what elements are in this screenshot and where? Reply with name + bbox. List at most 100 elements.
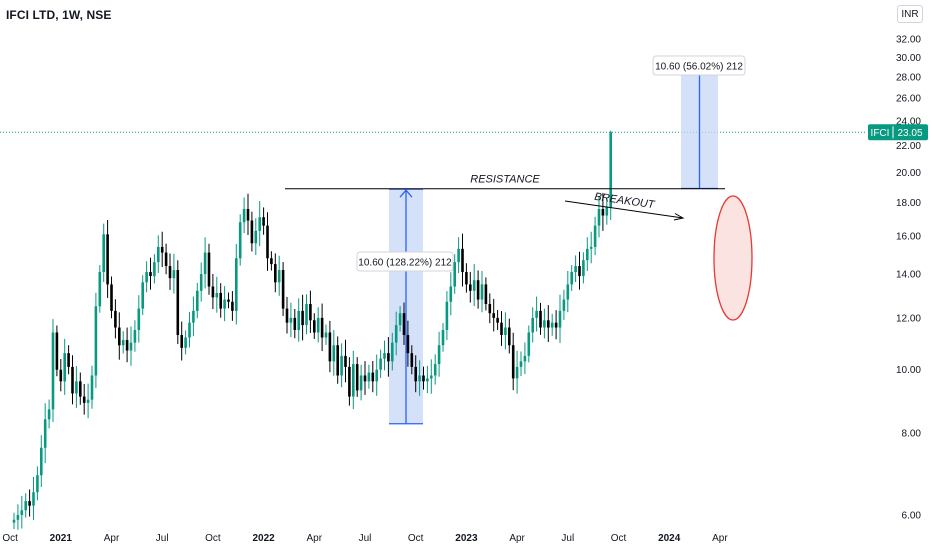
candle-body <box>238 222 242 259</box>
candle <box>164 243 168 275</box>
candle <box>582 252 585 284</box>
candle-body <box>32 492 35 506</box>
candle-body <box>227 299 230 302</box>
candle-body <box>16 515 20 520</box>
candle-body <box>371 372 375 382</box>
candle-body <box>36 475 39 493</box>
candle-body <box>203 252 207 275</box>
x-tick-label: Apr <box>307 533 323 544</box>
candle-body <box>332 345 336 362</box>
candle-body <box>110 284 113 311</box>
measure-range-1-label-bg <box>356 251 454 272</box>
price-tag-symbol: IFCI <box>871 128 890 139</box>
candle <box>47 399 51 429</box>
candle-body <box>313 320 316 333</box>
candle-body <box>153 262 156 277</box>
candle-body <box>164 252 168 267</box>
candle-body <box>309 304 312 321</box>
candle <box>207 243 211 295</box>
candle-body <box>324 332 328 338</box>
candle <box>137 295 141 343</box>
candle-body <box>207 252 211 287</box>
x-tick-label: 2022 <box>252 533 275 544</box>
candle-body <box>196 290 199 311</box>
candle-body <box>398 313 402 326</box>
candle-body <box>235 258 238 311</box>
candle-body <box>211 286 215 298</box>
candle-body <box>430 375 433 379</box>
candle <box>449 272 453 316</box>
y-tick-label: 6.00 <box>902 511 922 522</box>
candle-body <box>348 366 351 397</box>
candle <box>422 366 425 390</box>
candle <box>500 311 503 346</box>
candle <box>40 435 43 488</box>
candle <box>203 237 207 289</box>
measure-range-1-label-text: 10.60 (128.22%) 212 <box>358 258 452 269</box>
candle <box>281 262 285 316</box>
candle-body <box>453 262 456 287</box>
candle-body <box>125 340 129 351</box>
candle-body <box>457 248 460 263</box>
candle-body <box>433 364 437 376</box>
candle <box>71 355 74 405</box>
candle <box>363 361 367 395</box>
candle <box>445 291 449 340</box>
candle-body <box>609 132 612 208</box>
candle <box>153 254 156 284</box>
candle <box>270 251 273 271</box>
candle-body <box>270 258 273 265</box>
candle-body <box>141 282 144 309</box>
candle <box>20 495 24 529</box>
candle <box>238 214 242 266</box>
candle <box>457 237 460 274</box>
candle <box>242 197 246 234</box>
candle-body <box>523 355 527 362</box>
candle <box>496 309 499 331</box>
price-tag-bg <box>868 124 928 141</box>
candle <box>157 235 160 274</box>
candle-body <box>129 342 133 351</box>
x-tick-label: Apr <box>104 533 120 544</box>
breakout-arrow-head <box>673 213 685 221</box>
candle <box>391 332 394 371</box>
candle-body <box>71 366 74 394</box>
candle-body <box>480 284 484 300</box>
candle <box>43 403 47 464</box>
candle <box>313 313 316 339</box>
candle <box>219 283 222 318</box>
candle-body <box>336 345 339 376</box>
x-tick-label: 2023 <box>455 533 478 544</box>
candle <box>215 276 219 313</box>
candle <box>235 243 238 325</box>
candle-body <box>367 372 371 382</box>
candle-body <box>601 208 605 216</box>
candle <box>461 233 464 287</box>
candle <box>550 313 554 336</box>
candle <box>32 477 35 521</box>
candle-body <box>340 355 343 376</box>
candle <box>118 312 121 360</box>
candle-body <box>184 337 187 348</box>
candle-body <box>320 317 324 338</box>
x-tick-label: 2021 <box>50 533 73 544</box>
candle-body <box>98 272 102 307</box>
candle <box>453 254 456 294</box>
candle-body <box>379 358 382 370</box>
measure-range-2-label-text: 10.60 (56.02%) 212 <box>655 62 743 73</box>
candle-body <box>492 313 495 318</box>
candle-body <box>215 292 219 298</box>
candle <box>437 331 441 377</box>
candle <box>430 359 433 394</box>
candle-body <box>102 234 105 273</box>
candle-body <box>67 353 70 367</box>
resistance-label: RESISTANCE <box>470 174 540 186</box>
candle <box>465 263 468 293</box>
candle <box>476 270 480 309</box>
candle <box>348 357 351 406</box>
currency-badge[interactable]: INR <box>897 5 923 23</box>
candle-body <box>250 220 254 244</box>
candle <box>492 298 495 332</box>
